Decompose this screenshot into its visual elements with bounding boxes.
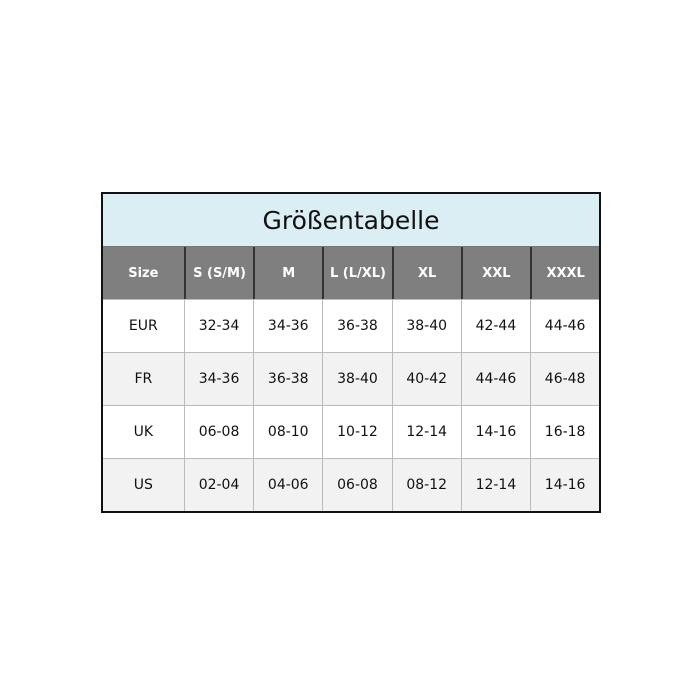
table-cell: 02-04 xyxy=(183,459,254,511)
row-label: FR xyxy=(134,371,153,387)
header-row: Size S (S/M) M L (L/XL) XL XXL XXXL xyxy=(103,247,599,299)
table-cell: 34-36 xyxy=(253,300,322,352)
table-cell: 40-42 xyxy=(391,353,461,405)
table-cell: 04-06 xyxy=(253,459,322,511)
table-cell: 38-40 xyxy=(322,353,392,405)
table-cell: 46-48 xyxy=(530,353,599,405)
table-cell: 36-38 xyxy=(322,300,392,352)
table-cell: 08-10 xyxy=(253,406,322,458)
table-row: UK 06-08 08-10 10-12 12-14 14-16 16-18 xyxy=(103,405,599,458)
table-cell: 36-38 xyxy=(253,353,322,405)
size-chart-table: Größentabelle Size S (S/M) M L (L/XL) XL XXL X… xyxy=(101,192,601,513)
table-row: FR 34-36 36-38 38-40 40-42 44-46 46-48 xyxy=(103,352,599,405)
row-label: EUR xyxy=(128,318,158,334)
table-cell: 06-08 xyxy=(322,459,392,511)
table-cell: 12-14 xyxy=(391,406,461,458)
table-cell: 14-16 xyxy=(530,459,599,511)
table-cell: 14-16 xyxy=(460,406,531,458)
table-title: Größentabelle xyxy=(103,194,599,247)
table-cell: 12-14 xyxy=(460,459,531,511)
table-cell: M xyxy=(253,247,322,299)
table-cell: S (S/M) xyxy=(183,247,254,299)
table-cell: XXL xyxy=(460,247,531,299)
header-cell: Size xyxy=(128,265,159,281)
table-cell: L (L/XL) xyxy=(322,247,392,299)
table-cell: 34-36 xyxy=(183,353,254,405)
table-cell: 16-18 xyxy=(530,406,599,458)
table-cell: 44-46 xyxy=(460,353,531,405)
table-row: EUR 32-34 34-36 36-38 38-40 42-44 44-46 xyxy=(103,299,599,352)
table-cell: 10-12 xyxy=(322,406,392,458)
table-cell: 32-34 xyxy=(183,300,254,352)
table-cell: 44-46 xyxy=(530,300,599,352)
table-cell: 42-44 xyxy=(460,300,531,352)
table-cell: 06-08 xyxy=(183,406,254,458)
table-cell: XXXL xyxy=(530,247,599,299)
table-cell: 08-12 xyxy=(391,459,461,511)
table-row: US 02-04 04-06 06-08 08-12 12-14 14-16 xyxy=(103,458,599,511)
row-label: UK xyxy=(133,424,154,440)
row-label: US xyxy=(133,477,153,493)
table-cell: XL xyxy=(391,247,461,299)
table-cell: 38-40 xyxy=(391,300,461,352)
